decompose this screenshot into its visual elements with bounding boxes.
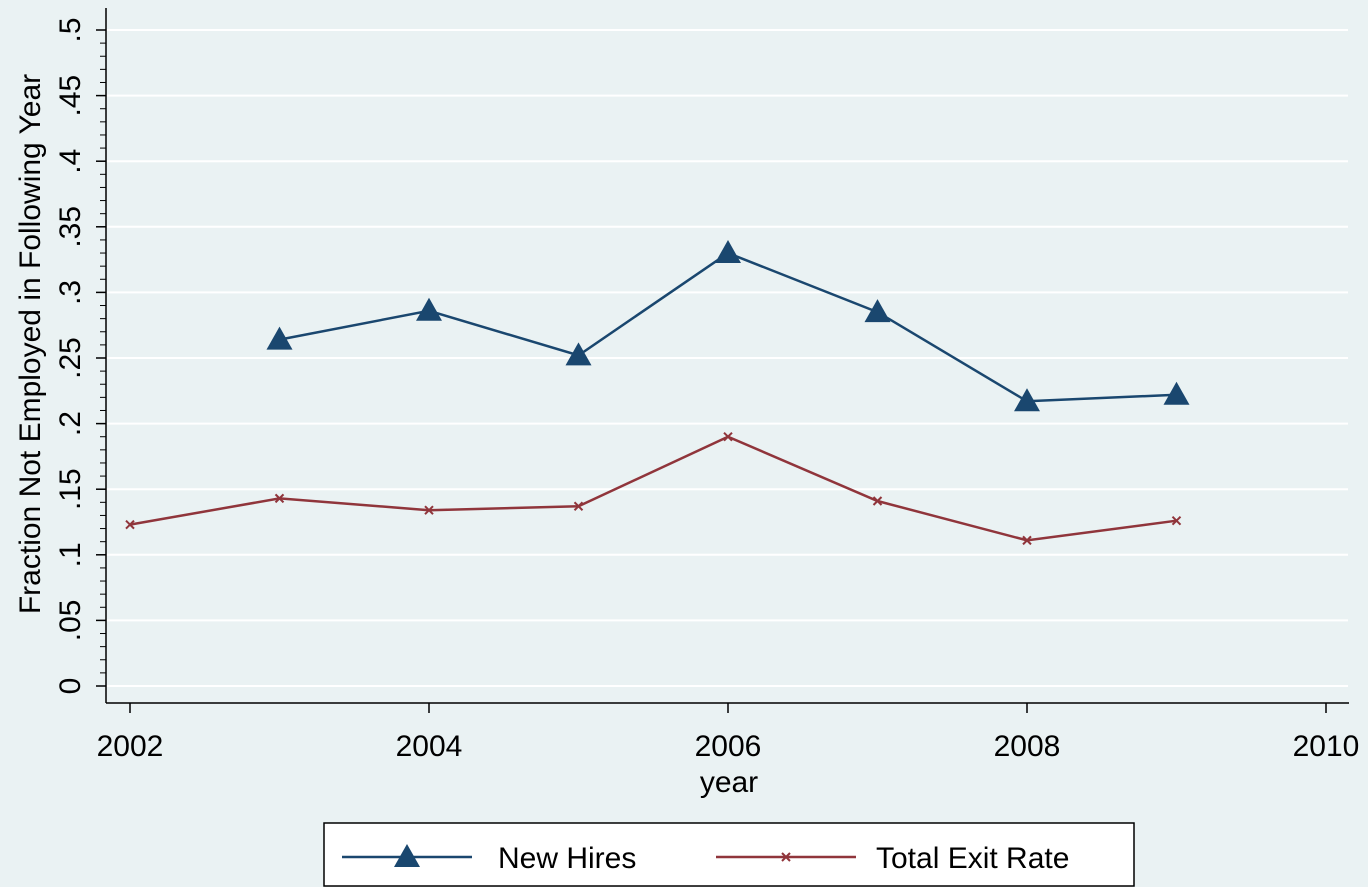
y-axis-title: Fraction Not Employed in Following Year — [14, 74, 47, 614]
y-tick-label: 0 — [54, 678, 87, 695]
data-point — [266, 326, 293, 350]
y-tick-label: .35 — [54, 206, 87, 248]
legend-marker — [394, 844, 420, 867]
data-point — [125, 519, 135, 530]
x-tick-label: 2006 — [695, 730, 762, 763]
data-point — [872, 496, 883, 506]
y-tick-label: .05 — [54, 600, 87, 642]
x-tick-label: 2008 — [994, 730, 1061, 763]
series-1 — [125, 432, 1182, 546]
y-tick-label: .15 — [54, 468, 87, 510]
gridlines — [107, 29, 1348, 687]
x-tick-label: 2002 — [97, 730, 164, 763]
legend-label: New Hires — [498, 842, 636, 875]
data-point — [424, 505, 434, 515]
data-point — [1163, 381, 1190, 405]
data-point — [1171, 515, 1182, 526]
legend: New Hires Total Exit Rate — [323, 822, 1135, 887]
data-point — [723, 432, 733, 442]
legend-item: Total Exit Rate — [716, 842, 1069, 875]
legend-item: New Hires — [342, 842, 636, 875]
series-line — [129, 435, 1177, 542]
axes: 0 .05 .1 .15 .2 .25 .3 .35 .4 .45 .5 2002 2004 2006 20… — [54, 8, 1359, 763]
y-tick-label: .45 — [54, 75, 87, 117]
series-group — [125, 240, 1190, 546]
data-point — [715, 240, 741, 264]
y-tick-label: .3 — [54, 280, 87, 305]
series-0 — [266, 240, 1190, 412]
y-tick-label: .1 — [54, 542, 87, 567]
data-point — [416, 297, 442, 321]
data-point — [864, 299, 891, 323]
x-tick-label: 2010 — [1293, 730, 1360, 763]
legend-box — [323, 822, 1135, 887]
x-tick-label: 2004 — [396, 730, 463, 763]
data-point — [565, 342, 592, 366]
data-point — [1014, 388, 1040, 412]
y-tick-label: .5 — [54, 17, 87, 42]
legend-label: Total Exit Rate — [876, 842, 1069, 875]
x-axis-title: year — [700, 766, 758, 799]
data-point — [573, 501, 584, 511]
y-tick-label: .4 — [54, 149, 87, 174]
plot-area — [106, 10, 1348, 703]
y-tick-label: .25 — [54, 337, 87, 379]
data-point — [1022, 535, 1032, 546]
data-point — [274, 493, 285, 504]
y-tick-label: .2 — [54, 411, 87, 436]
legend-marker — [781, 852, 791, 862]
